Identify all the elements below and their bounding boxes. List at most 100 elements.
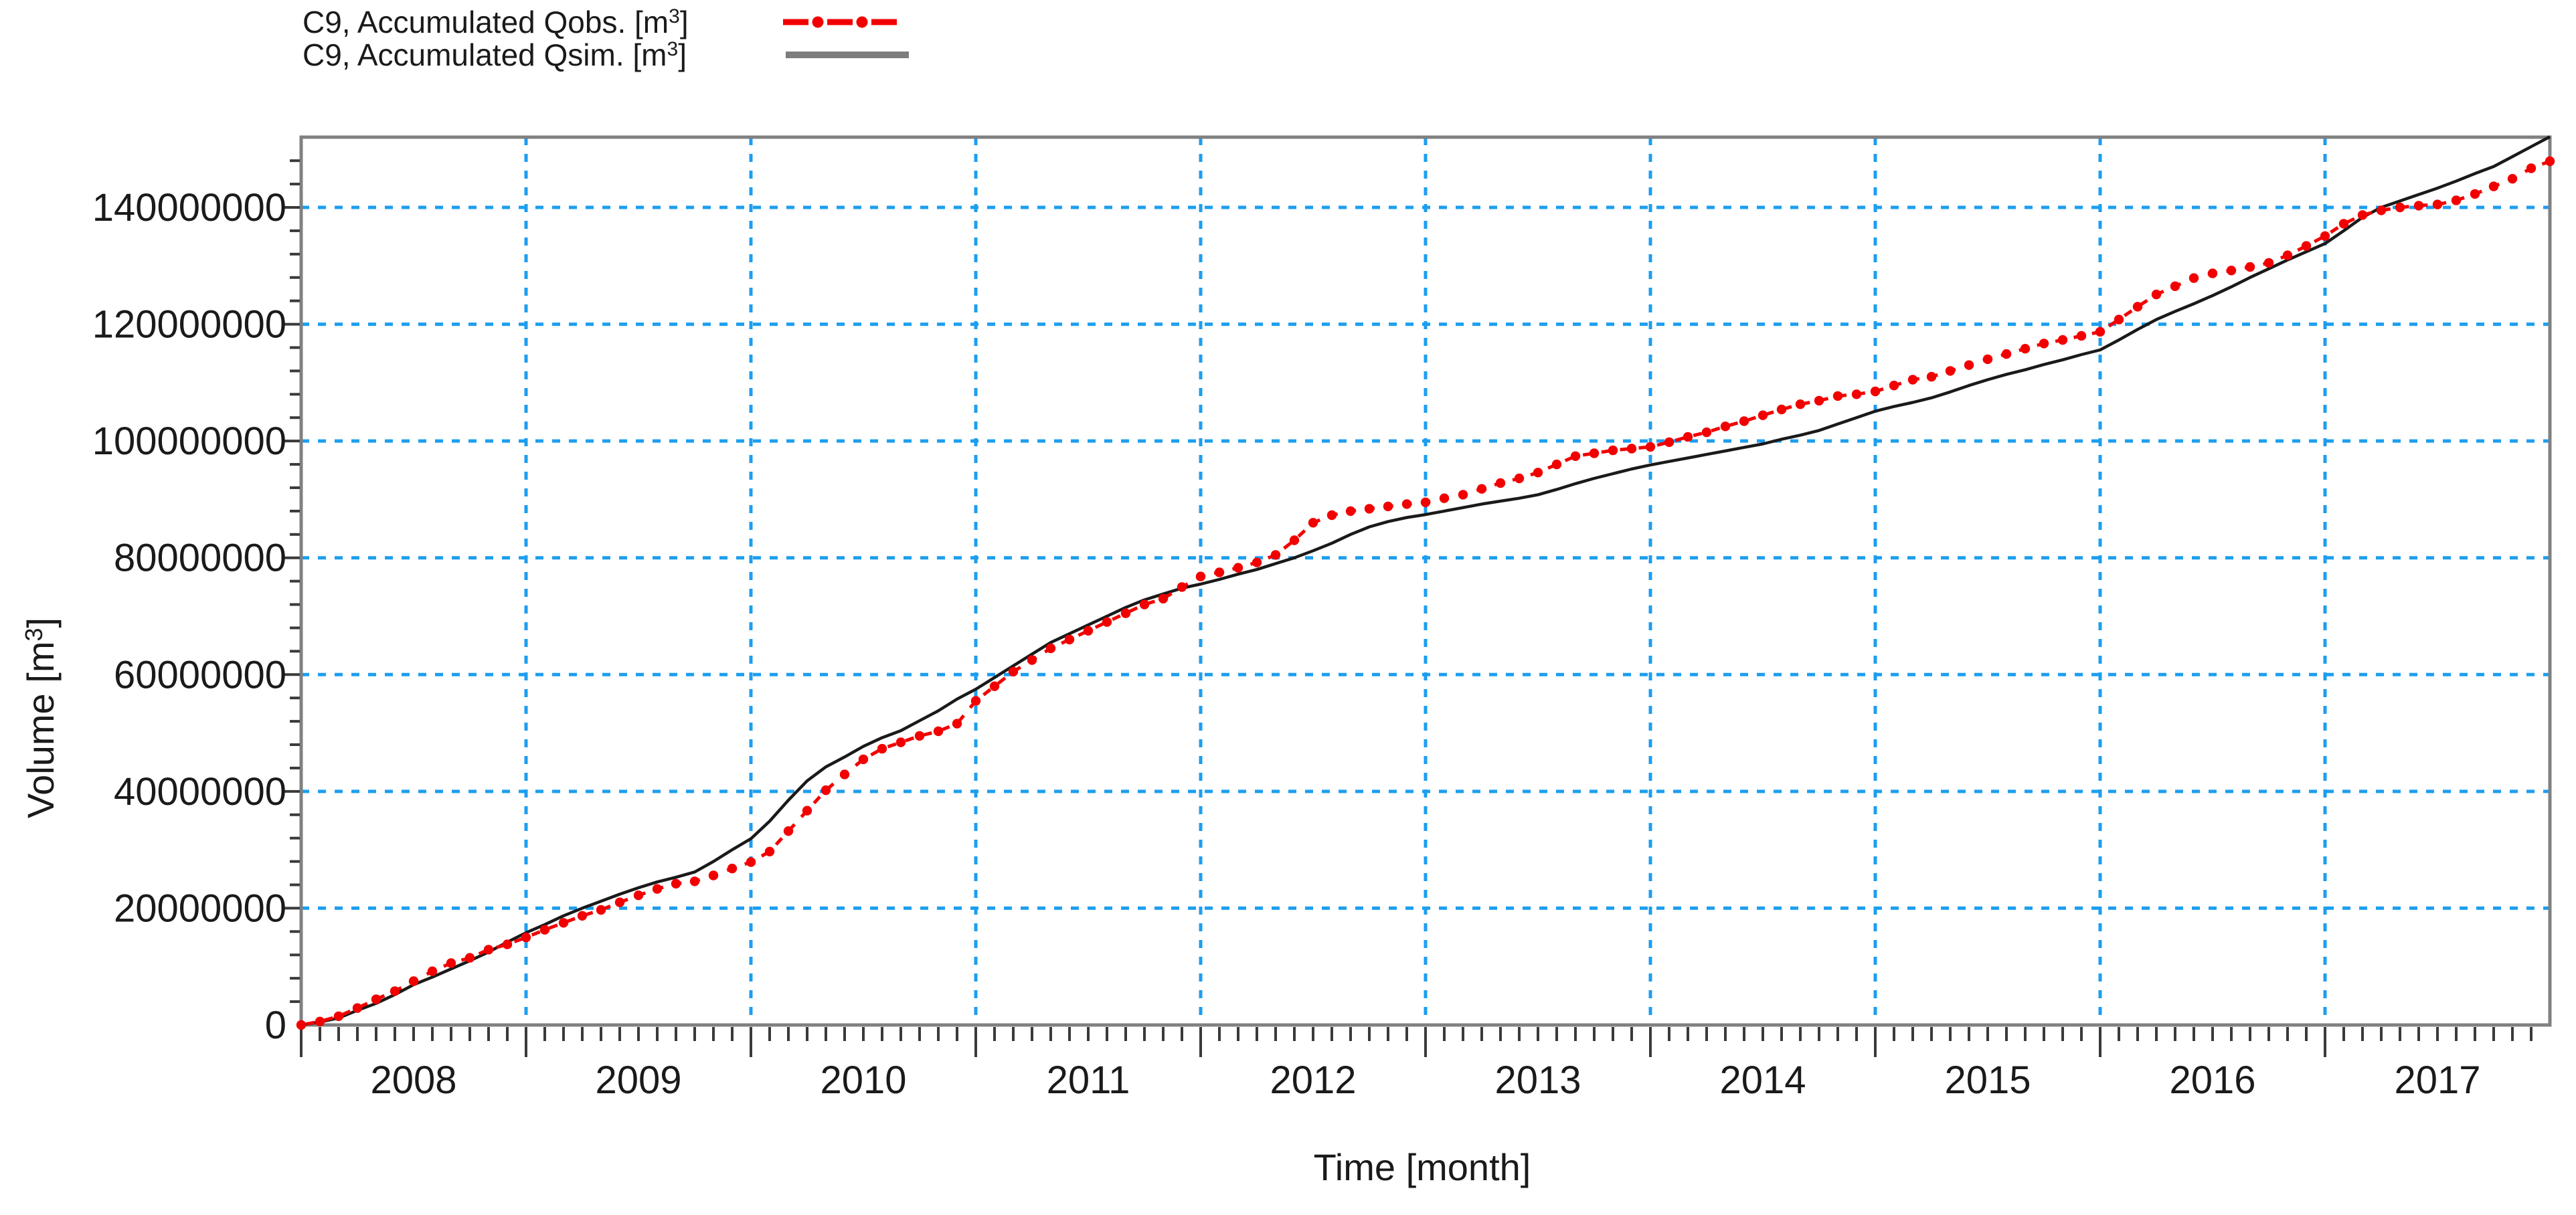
qobs-point [1345, 506, 1356, 517]
x-tick-label: 2015 [1944, 1058, 2031, 1102]
qobs-point [1664, 437, 1675, 448]
qobs-point [1195, 571, 1206, 581]
qobs-point [989, 681, 1000, 691]
legend-label-qobs-close: ] [679, 4, 689, 39]
legend-item-qsim: C9, Accumulated Qsim. [m3] [303, 37, 914, 72]
y-tick-label: 20000000 [114, 886, 286, 930]
qobs-point [521, 932, 531, 943]
qobs-point [1626, 444, 1637, 454]
x-axis-title: Time [month] [1313, 1146, 1531, 1188]
qobs-point [2226, 266, 2237, 276]
qobs-point [1945, 366, 1956, 376]
x-tick-label: 2016 [2169, 1058, 2255, 1102]
qobs-point [1533, 468, 1543, 478]
qobs-point [839, 769, 850, 779]
qobs-point [1889, 381, 1899, 391]
qsim-line [300, 135, 2551, 1027]
x-tick-label: 2010 [820, 1058, 906, 1102]
qobs-point [2432, 199, 2443, 209]
qobs-point [2282, 250, 2293, 260]
x-tick-label: 2013 [1494, 1058, 1581, 1102]
qobs-point [2451, 195, 2462, 205]
axis-tick-labels: 0 20000000 40000000 60000000 80000000 1000000… [92, 186, 2481, 1102]
qobs-point [2188, 273, 2199, 283]
qobs-point [1270, 550, 1281, 560]
qobs-point [2039, 339, 2049, 349]
qobs-point [1982, 354, 1993, 365]
y-axis-title: Volume [m3] [19, 517, 66, 919]
qobs-point [802, 806, 812, 816]
qobs-point [2320, 231, 2330, 241]
qobs-point [2207, 268, 2218, 278]
qobs-point [464, 953, 475, 963]
y-tick-label: 120000000 [92, 303, 286, 347]
qobs-point [1177, 582, 1187, 592]
legend-marker-qsim-icon [786, 51, 909, 58]
x-tick-label: 2009 [595, 1058, 681, 1102]
legend-dot-icon [812, 16, 824, 27]
qobs-point [2526, 163, 2537, 173]
qobs-point [1383, 501, 1393, 512]
qobs-point [1551, 459, 1562, 470]
qobs-point [2357, 210, 2368, 220]
qobs-point [858, 754, 869, 765]
legend-item-qobs: C9, Accumulated Qobs. [m3] [303, 4, 914, 39]
x-tick-label: 2012 [1270, 1058, 1356, 1102]
legend-label-qsim-close: ] [678, 37, 687, 72]
qobs-point [1458, 490, 1468, 500]
qobs-point [783, 826, 794, 836]
qobs-point [1439, 493, 1450, 503]
qobs-point [1720, 422, 1731, 432]
legend-label-qobs-superscript: 3 [669, 5, 680, 27]
qobs-point [446, 958, 456, 968]
qobs-point [1683, 432, 1693, 442]
series-qsim [300, 135, 2551, 1027]
qobs-point [1420, 497, 1431, 507]
qobs-point [2395, 202, 2405, 213]
qobs-point [408, 976, 419, 986]
qobs-point [1514, 473, 1525, 484]
y-axis-title-text: Volume [m [19, 641, 62, 819]
qobs-point [1233, 563, 1243, 573]
qobs-point [2338, 219, 2349, 229]
legend-marker-qobs-icon [783, 16, 912, 27]
y-tick-label: 80000000 [114, 537, 286, 580]
qobs-point [2376, 205, 2387, 215]
y-tick-label: 60000000 [114, 653, 286, 696]
qobs-point [483, 945, 494, 955]
y-tick-label: 140000000 [92, 186, 286, 229]
qobs-point [1608, 445, 1618, 456]
qobs-point [1851, 389, 1862, 399]
legend-dot-icon [856, 16, 868, 27]
qobs-point [2470, 189, 2480, 199]
x-tick-label: 2008 [370, 1058, 456, 1102]
qobs-point [2151, 289, 2162, 300]
qobs-point [1158, 593, 1169, 603]
qobs-point [1814, 395, 1824, 406]
y-tick-label: 0 [265, 1004, 286, 1047]
qobs-point [2076, 331, 2087, 341]
qobs-point [914, 731, 925, 741]
qobs-point [296, 1020, 307, 1030]
qobs-point [371, 994, 381, 1004]
x-tick-label: 2014 [1719, 1058, 1806, 1102]
qobs-point [2488, 181, 2499, 191]
plot-frame [299, 135, 2552, 1027]
qobs-point [2132, 302, 2143, 312]
qobs-point [2413, 201, 2424, 211]
qobs-point [1739, 416, 1749, 426]
qobs-point [1907, 375, 1918, 385]
qobs-point [2020, 344, 2031, 354]
qobs-point [1757, 410, 1768, 420]
qobs-point [821, 785, 831, 796]
qobs-point [2301, 241, 2312, 251]
y-tick-label: 100000000 [92, 419, 286, 463]
qobs-point [1776, 404, 1787, 415]
qobs-point [1326, 510, 1337, 521]
qobs-point [1027, 655, 1037, 665]
qobs-point [1364, 504, 1375, 514]
y-axis-title-superscript: 3 [20, 628, 48, 642]
qobs-point [708, 870, 719, 880]
qobs-point [1252, 557, 1262, 567]
